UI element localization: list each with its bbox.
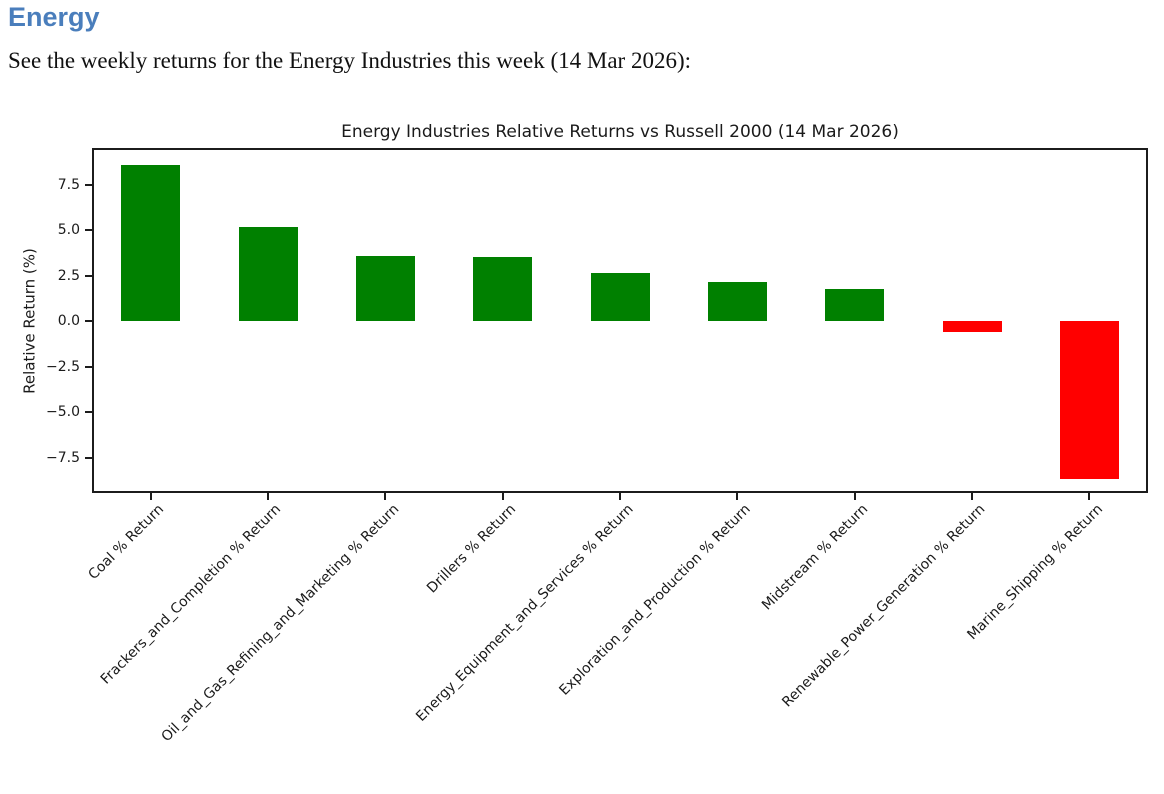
x-tick	[384, 493, 387, 500]
y-tick-label: 7.5	[57, 176, 80, 193]
x-tick-label: Drillers % Return	[424, 501, 520, 597]
x-tick-label: Oil_and_Gas_Refining_and_Marketing % Ret…	[158, 501, 402, 746]
y-tick-label: 0.0	[57, 313, 80, 329]
bar	[1059, 321, 1119, 480]
bar	[355, 256, 415, 321]
bar	[238, 227, 298, 321]
bar	[121, 164, 181, 321]
y-tick-label: −5.0	[46, 404, 80, 420]
y-tick	[85, 456, 92, 459]
x-tick	[267, 493, 269, 500]
x-tick	[736, 493, 739, 500]
x-tick	[1088, 493, 1091, 500]
y-tick	[85, 229, 92, 231]
y-tick-label: −2.5	[46, 358, 80, 375]
y-tick-label: 2.5	[57, 267, 80, 284]
y-tick	[85, 320, 92, 322]
y-tick-label: −7.5	[46, 449, 80, 466]
x-tick	[971, 493, 973, 500]
bar	[825, 289, 885, 321]
bar	[473, 257, 533, 321]
x-tick-label: Exploration_and_Production % Return	[556, 501, 754, 699]
bar	[707, 281, 767, 321]
x-tick-label: Energy_Equipment_and_Services % Return	[413, 501, 637, 725]
x-tick-label: Midstream % Return	[759, 501, 872, 614]
y-tick-label: 5.0	[57, 222, 80, 238]
y-tick	[85, 183, 92, 186]
y-tick	[85, 365, 92, 368]
y-tick	[85, 274, 92, 277]
chart-title: Energy Industries Relative Returns vs Ru…	[341, 122, 899, 142]
x-tick-label: Renewable_Power_Generation % Return	[779, 501, 989, 711]
bar	[942, 321, 1002, 332]
y-tick	[85, 411, 92, 413]
x-tick	[501, 493, 504, 500]
bar	[590, 272, 650, 321]
x-tick	[619, 493, 621, 500]
x-tick	[853, 493, 856, 500]
x-tick-label: Marine_Shipping % Return	[964, 501, 1106, 644]
x-tick	[149, 493, 152, 500]
intro-text: See the weekly returns for the Energy In…	[8, 48, 692, 73]
page-heading: Energy	[8, 2, 100, 32]
x-tick-label: Coal % Return	[85, 501, 168, 583]
